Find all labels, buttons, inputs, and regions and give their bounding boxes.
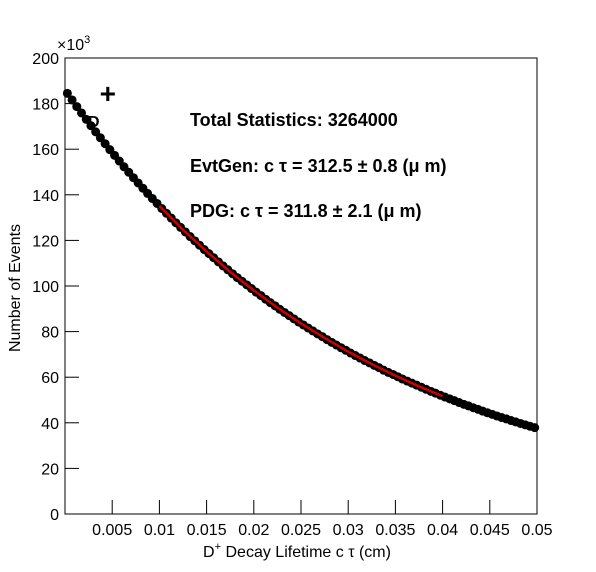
fit-line [158, 205, 444, 398]
data-point [530, 423, 540, 433]
x-tick-label: 0.01 [144, 522, 175, 539]
annotation: PDG: c τ = 311.8 ± 2.1 (μ m) [190, 201, 422, 221]
data-point [62, 88, 72, 98]
x-tick-label: 0.04 [427, 522, 458, 539]
y-tick-label: 80 [41, 325, 59, 342]
x-tick-label: 0.045 [470, 522, 510, 539]
y-tick-label: 100 [32, 279, 59, 296]
y-multiplier: ×103 [57, 34, 90, 54]
x-axis-label: D+ Decay Lifetime c τ (cm) [203, 541, 391, 561]
y-tick-label: 20 [41, 461, 59, 478]
annotation: Total Statistics: 3264000 [190, 110, 398, 130]
y-tick-label: 200 [32, 51, 59, 68]
y-multiplier-exp: 3 [84, 34, 90, 46]
x-label-main: D [203, 544, 215, 561]
data-point [72, 102, 82, 112]
data-point [77, 108, 87, 118]
y-tick-label: 140 [32, 188, 59, 205]
x-label-sup: + [215, 541, 221, 553]
data-point [67, 95, 77, 105]
x-tick-label: 0.025 [281, 522, 321, 539]
data-point [86, 121, 96, 131]
x-tick-label: 0.015 [187, 522, 227, 539]
x-tick-label: 0.02 [238, 522, 269, 539]
x-label-rest: Decay Lifetime c τ (cm) [221, 544, 391, 561]
y-tick-label: 160 [32, 142, 59, 159]
data-point [81, 114, 91, 124]
y-tick-label: 60 [41, 370, 59, 387]
y-tick-label: 180 [32, 97, 59, 114]
x-tick-label: 0.05 [521, 522, 552, 539]
y-multiplier-base: ×10 [57, 37, 84, 54]
y-tick-label: 120 [32, 233, 59, 250]
y-tick-label: 40 [41, 416, 59, 433]
annotation: EvtGen: c τ = 312.5 ± 0.8 (μ m) [190, 156, 447, 176]
x-tick-label: 0.035 [375, 522, 415, 539]
title-sup: + [100, 78, 116, 109]
y-axis-label: Number of Events [7, 224, 24, 352]
y-tick-label: 0 [50, 507, 59, 524]
x-tick-label: 0.005 [92, 522, 132, 539]
x-tick-label: 0.03 [333, 522, 364, 539]
